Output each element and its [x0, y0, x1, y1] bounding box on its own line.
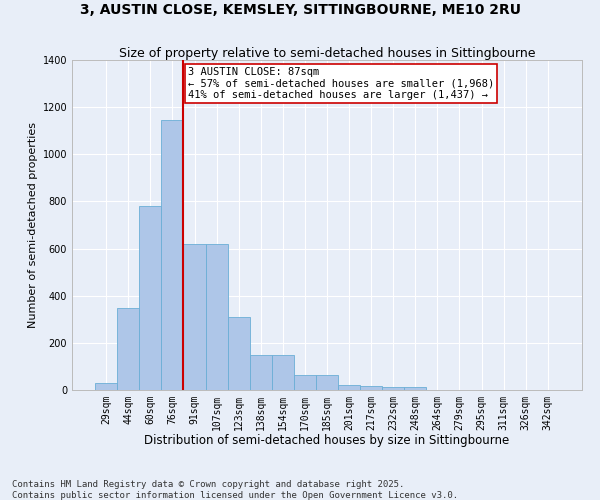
Bar: [139, 206, 161, 390]
Bar: [360, 386, 382, 390]
Bar: [338, 384, 360, 390]
Bar: [272, 355, 294, 390]
X-axis label: Distribution of semi-detached houses by size in Sittingbourne: Distribution of semi-detached houses by …: [145, 434, 509, 448]
Bar: [95, 384, 117, 390]
Bar: [206, 244, 227, 390]
Bar: [161, 120, 184, 390]
Bar: [184, 244, 206, 390]
Bar: [294, 374, 316, 390]
Text: 3 AUSTIN CLOSE: 87sqm
← 57% of semi-detached houses are smaller (1,968)
41% of s: 3 AUSTIN CLOSE: 87sqm ← 57% of semi-deta…: [188, 67, 494, 100]
Text: 3, AUSTIN CLOSE, KEMSLEY, SITTINGBOURNE, ME10 2RU: 3, AUSTIN CLOSE, KEMSLEY, SITTINGBOURNE,…: [79, 2, 521, 16]
Text: Contains HM Land Registry data © Crown copyright and database right 2025.
Contai: Contains HM Land Registry data © Crown c…: [12, 480, 458, 500]
Bar: [316, 374, 338, 390]
Y-axis label: Number of semi-detached properties: Number of semi-detached properties: [28, 122, 38, 328]
Bar: [404, 387, 427, 390]
Bar: [250, 355, 272, 390]
Title: Size of property relative to semi-detached houses in Sittingbourne: Size of property relative to semi-detach…: [119, 47, 535, 60]
Bar: [382, 387, 404, 390]
Bar: [117, 308, 139, 390]
Bar: [227, 318, 250, 390]
